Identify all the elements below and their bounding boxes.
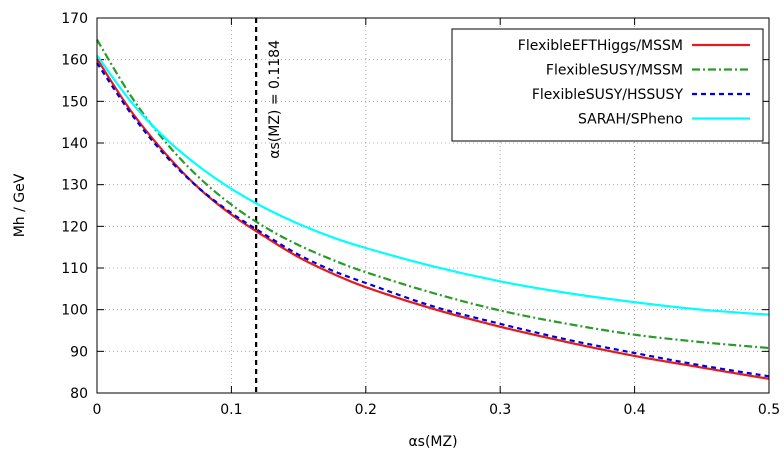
- x-tick-label: 0.2: [355, 402, 377, 418]
- y-tick-label: 140: [61, 136, 88, 152]
- plot-frame: [96, 17, 770, 394]
- legend-label: SARAH/SPheno: [578, 112, 683, 128]
- x-tick-label: 0: [93, 402, 102, 418]
- x-tick-label: 0.5: [758, 402, 780, 418]
- x-tick-label: 0.4: [623, 402, 645, 418]
- y-axis-label: Mh / GeV: [12, 173, 28, 237]
- annotation-label: αs(MZ) = 0.1184: [267, 40, 283, 159]
- y-tick-label: 150: [61, 94, 88, 110]
- legend-box: [451, 28, 764, 142]
- y-tick-label: 100: [61, 303, 88, 319]
- y-tick-label: 110: [61, 261, 88, 277]
- y-tick-label: 160: [61, 53, 88, 69]
- legend-label: FlexibleSUSY/MSSM: [546, 63, 683, 79]
- series-line: [96, 39, 770, 350]
- x-tick-label: 0.1: [220, 402, 242, 418]
- x-tick-label: 0.3: [489, 402, 511, 418]
- annotation: αs(MZ) = 0.1184: [255, 18, 283, 393]
- legend-label: FlexibleSUSY/HSSUSY: [532, 87, 684, 103]
- y-tick-label: 170: [61, 11, 88, 27]
- series-lines: [96, 39, 770, 380]
- grid: [97, 18, 769, 393]
- x-axis-label: αs(MZ): [408, 434, 457, 450]
- axis-titles: αs(MZ) Mh / GeV: [12, 173, 458, 450]
- y-tick-label: 80: [70, 386, 88, 402]
- y-tick-label: 120: [61, 219, 88, 235]
- legend-label: FlexibleEFTHiggs/MSSM: [518, 38, 683, 54]
- axis-ticks: 80 90 100 110 120 130 140 150 160 170 0 0.1 0.2 0.3 0.…: [61, 11, 780, 418]
- y-tick-label: 130: [61, 178, 88, 194]
- y-tick-label: 90: [70, 344, 88, 360]
- series-line: [96, 58, 770, 380]
- legend: FlexibleEFTHiggs/MSSM FlexibleSUSY/MSSM Fl…: [451, 28, 764, 142]
- series-line: [96, 62, 770, 378]
- series-line: [96, 54, 770, 316]
